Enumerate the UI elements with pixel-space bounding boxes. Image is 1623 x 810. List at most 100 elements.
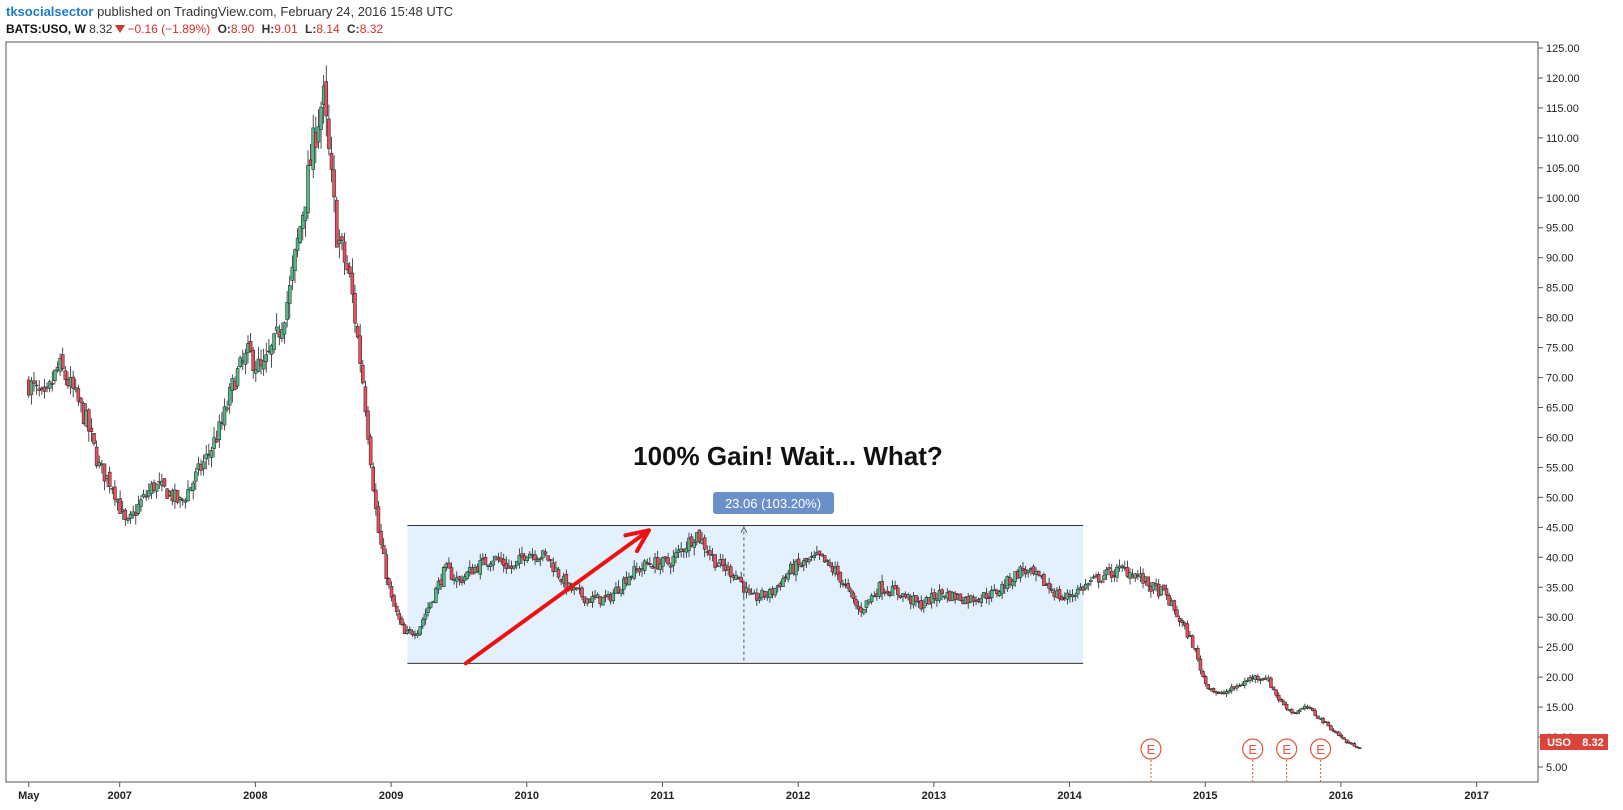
candle-body xyxy=(384,554,389,580)
candle-body xyxy=(222,406,227,426)
candle-body xyxy=(63,370,68,380)
y-tick-label: 35.00 xyxy=(1546,582,1574,594)
candle-body xyxy=(820,553,824,557)
symbol-tag-bg xyxy=(1540,734,1578,750)
earnings-marker[interactable] xyxy=(1242,738,1264,760)
candle-body xyxy=(436,581,441,590)
candle-body xyxy=(708,550,712,556)
candle-body xyxy=(301,214,305,229)
measure-label-text: 23.06 (103.20%) xyxy=(725,496,821,511)
author-link[interactable]: tksocialsector xyxy=(6,4,94,19)
headline-annotation[interactable]: 100% Gain! Wait... What? xyxy=(633,441,943,471)
candle-body xyxy=(272,333,276,351)
candle-body xyxy=(580,587,584,598)
earnings-marker[interactable] xyxy=(1140,738,1162,760)
candle-body xyxy=(126,518,130,521)
candle-body xyxy=(1107,567,1111,570)
x-tick-label: 2015 xyxy=(1193,790,1217,802)
y-tick-label: 90.00 xyxy=(1546,253,1574,265)
candle-body xyxy=(1115,567,1119,578)
candle-body xyxy=(762,591,767,598)
y-tick-label: 60.00 xyxy=(1546,432,1574,444)
earnings-marker-label: E xyxy=(1316,742,1325,757)
candle-body xyxy=(702,537,707,550)
candle-body xyxy=(1329,725,1333,731)
x-tick-label: 2008 xyxy=(243,790,267,802)
candle-body xyxy=(1159,586,1164,596)
candle-body xyxy=(835,565,840,575)
candle-body xyxy=(402,624,407,634)
candle-body xyxy=(217,421,222,440)
candle-body xyxy=(1010,580,1015,586)
range-box[interactable] xyxy=(407,525,1084,664)
candle-body xyxy=(29,380,34,396)
published-text: published on TradingView.com, February 2… xyxy=(97,4,454,19)
candle-body xyxy=(1282,701,1286,706)
symbol-tag-text: USO xyxy=(1547,737,1571,749)
candle-body xyxy=(139,499,143,507)
earnings-marker[interactable] xyxy=(1276,738,1298,760)
y-tick-label: 105.00 xyxy=(1546,163,1580,175)
candle-body xyxy=(1026,570,1030,573)
candle-body xyxy=(1091,576,1096,579)
candle-body xyxy=(812,555,816,559)
y-tick-label: 30.00 xyxy=(1546,612,1574,624)
candle-body xyxy=(483,556,488,565)
candle-body xyxy=(1342,737,1346,740)
time-axis[interactable]: May 2007 2008 2009 2010 2011 2012 2013 2014 2015 2… xyxy=(18,782,1489,802)
candle-body xyxy=(264,354,269,362)
y-tick-label: 55.00 xyxy=(1546,462,1574,474)
candle-body xyxy=(319,106,323,130)
candle-body xyxy=(1018,566,1023,578)
candle-body xyxy=(201,461,206,470)
candle-body xyxy=(546,555,550,561)
measure-label[interactable]: 23.06 (103.20%) xyxy=(713,492,834,514)
candle-body xyxy=(632,566,636,579)
trend-arrow-line[interactable] xyxy=(463,528,651,666)
y-tick-label: 75.00 xyxy=(1546,343,1574,355)
candle-body xyxy=(1344,739,1349,743)
candle-body xyxy=(1162,584,1166,590)
y-tick-label: 50.00 xyxy=(1546,492,1574,504)
candle-body xyxy=(1086,583,1090,586)
candle-body xyxy=(227,387,232,406)
candle-body xyxy=(415,633,420,636)
candle-body xyxy=(327,118,331,150)
candle-body xyxy=(637,568,642,573)
candle-body xyxy=(418,626,422,635)
candle-body xyxy=(491,560,496,566)
y-tick-label: 65.00 xyxy=(1546,403,1574,415)
current-price-tag: USO 8.32 xyxy=(1540,734,1608,750)
candle-body xyxy=(1227,690,1231,693)
candle-body xyxy=(984,593,989,599)
candle-body xyxy=(1269,677,1273,688)
candle-body xyxy=(828,562,832,566)
candle-body xyxy=(692,542,696,548)
candle-body xyxy=(997,591,1002,596)
candle-body xyxy=(460,579,464,584)
y-tick-label: 25.00 xyxy=(1546,642,1574,654)
candle-body xyxy=(849,589,853,593)
candle-body xyxy=(1279,699,1284,702)
candle-body xyxy=(862,609,866,614)
candle-body xyxy=(590,596,595,603)
candle-body xyxy=(94,446,99,467)
candle-body xyxy=(361,364,365,384)
candle-body xyxy=(619,589,623,594)
candle-body xyxy=(1290,709,1294,713)
candle-body xyxy=(841,583,845,585)
candle-body xyxy=(556,569,561,578)
candle-body xyxy=(715,565,720,568)
candle-body xyxy=(478,560,482,575)
last-price: 8.32 xyxy=(89,22,113,36)
symbol-name[interactable]: BATS:USO, W xyxy=(6,22,86,36)
candle-body xyxy=(421,619,425,627)
candle-body xyxy=(376,506,381,533)
candle-body xyxy=(290,266,295,281)
candle-body xyxy=(381,545,386,555)
y-tick-label: 20.00 xyxy=(1546,672,1574,684)
price-axis[interactable]: 5.0010.0015.0020.0025.0030.0035.0040.004… xyxy=(1538,43,1580,774)
earnings-marker[interactable] xyxy=(1309,738,1332,760)
candle-body xyxy=(426,607,430,613)
